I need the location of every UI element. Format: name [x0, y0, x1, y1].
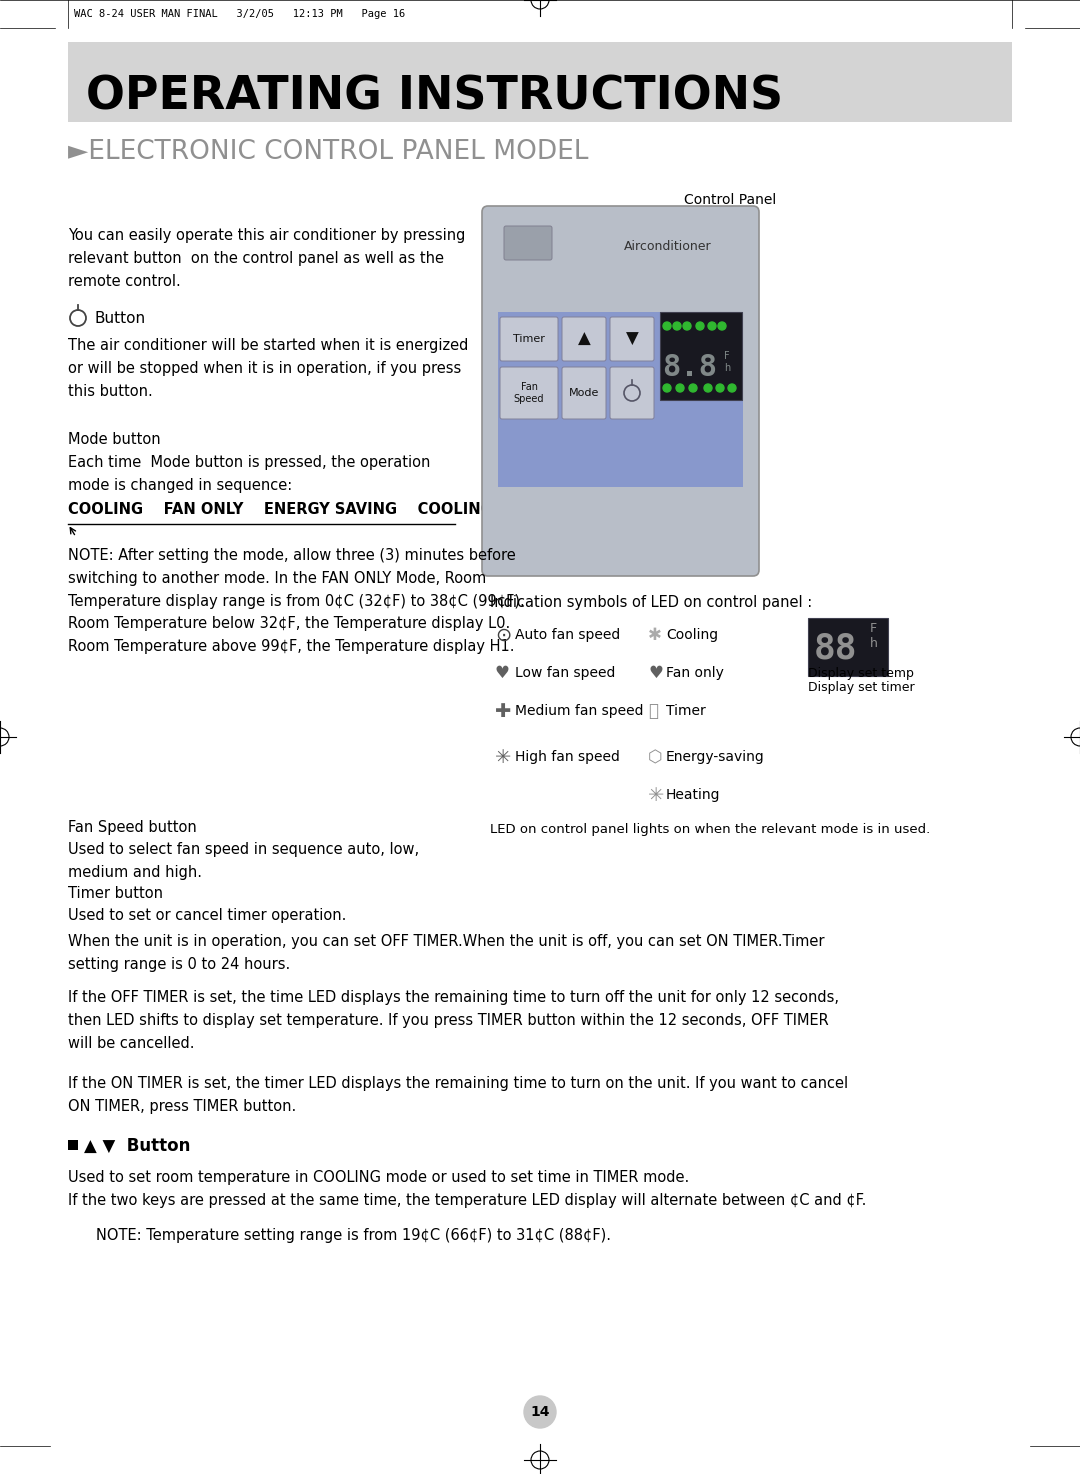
Text: If the OFF TIMER is set, the time LED displays the remaining time to turn off th: If the OFF TIMER is set, the time LED di…: [68, 991, 839, 1051]
Circle shape: [676, 385, 684, 392]
FancyBboxPatch shape: [610, 317, 654, 361]
FancyBboxPatch shape: [68, 41, 1012, 122]
Text: Indication symbols of LED on control panel :: Indication symbols of LED on control pan…: [490, 595, 812, 610]
Text: ⊙: ⊙: [495, 625, 511, 644]
Text: OPERATING INSTRUCTIONS: OPERATING INSTRUCTIONS: [86, 75, 783, 119]
Text: ✳: ✳: [648, 786, 664, 805]
Text: h: h: [870, 637, 878, 650]
Text: ♥: ♥: [495, 663, 510, 682]
FancyBboxPatch shape: [562, 317, 606, 361]
FancyBboxPatch shape: [562, 367, 606, 419]
Text: NOTE: After setting the mode, allow three (3) minutes before
switching to anothe: NOTE: After setting the mode, allow thre…: [68, 548, 525, 654]
FancyBboxPatch shape: [498, 312, 743, 486]
Circle shape: [708, 321, 716, 330]
Text: F: F: [724, 351, 730, 361]
Text: Mode: Mode: [569, 388, 599, 398]
Text: LED on control panel lights on when the relevant mode is in used.: LED on control panel lights on when the …: [490, 822, 930, 836]
Text: COOLING    FAN ONLY    ENERGY SAVING    COOLING: COOLING FAN ONLY ENERGY SAVING COOLING: [68, 503, 492, 517]
Circle shape: [683, 321, 691, 330]
Circle shape: [689, 385, 697, 392]
Text: Heating: Heating: [666, 789, 720, 802]
Text: Used to set room temperature in COOLING mode or used to set time in TIMER mode.
: Used to set room temperature in COOLING …: [68, 1170, 866, 1207]
Text: NOTE: Temperature setting range is from 19¢C (66¢F) to 31¢C (88¢F).: NOTE: Temperature setting range is from …: [96, 1228, 611, 1243]
FancyBboxPatch shape: [500, 367, 558, 419]
Text: ⬡: ⬡: [648, 747, 662, 766]
Polygon shape: [68, 1139, 78, 1150]
Text: Fan only: Fan only: [666, 666, 724, 680]
Text: Fan
Speed: Fan Speed: [514, 382, 544, 404]
Text: WAC 8-24 USER MAN FINAL   3/2/05   12:13 PM   Page 16: WAC 8-24 USER MAN FINAL 3/2/05 12:13 PM …: [75, 9, 405, 19]
Text: Auto fan speed: Auto fan speed: [515, 628, 620, 643]
Circle shape: [696, 321, 704, 330]
Text: ✚: ✚: [495, 702, 511, 721]
Circle shape: [663, 321, 671, 330]
Text: If the ON TIMER is set, the timer LED displays the remaining time to turn on the: If the ON TIMER is set, the timer LED di…: [68, 1076, 848, 1114]
Text: Cooling: Cooling: [666, 628, 718, 643]
Text: 14: 14: [530, 1405, 550, 1419]
Text: F: F: [870, 622, 877, 634]
Text: Used to set or cancel timer operation.: Used to set or cancel timer operation.: [68, 908, 347, 923]
Text: Airconditioner: Airconditioner: [624, 239, 712, 252]
Text: ⧉: ⧉: [648, 702, 658, 719]
Text: 8.8: 8.8: [662, 352, 717, 382]
Text: Display set temp: Display set temp: [808, 668, 914, 680]
Text: The air conditioner will be started when it is energized
or will be stopped when: The air conditioner will be started when…: [68, 338, 469, 398]
Text: ♥: ♥: [648, 663, 663, 682]
Text: Timer: Timer: [513, 335, 545, 343]
Text: ►ELECTRONIC CONTROL PANEL MODEL: ►ELECTRONIC CONTROL PANEL MODEL: [68, 139, 589, 165]
Text: ✳: ✳: [495, 747, 511, 766]
Circle shape: [716, 385, 724, 392]
Circle shape: [663, 385, 671, 392]
FancyBboxPatch shape: [504, 226, 552, 259]
Text: When the unit is in operation, you can set OFF TIMER.When the unit is off, you c: When the unit is in operation, you can s…: [68, 935, 824, 971]
Text: Used to select fan speed in sequence auto, low,
medium and high.: Used to select fan speed in sequence aut…: [68, 842, 419, 880]
Text: Timer button: Timer button: [68, 886, 163, 901]
Text: Fan Speed button: Fan Speed button: [68, 820, 197, 834]
Text: ▲ ▼  Button: ▲ ▼ Button: [84, 1136, 190, 1156]
Circle shape: [524, 1396, 556, 1428]
Text: ▲: ▲: [578, 330, 591, 348]
Text: Medium fan speed: Medium fan speed: [515, 705, 644, 718]
Text: Low fan speed: Low fan speed: [515, 666, 616, 680]
Text: Each time  Mode button is pressed, the operation
mode is changed in sequence:: Each time Mode button is pressed, the op…: [68, 455, 430, 492]
Text: Button: Button: [94, 311, 145, 326]
FancyBboxPatch shape: [808, 618, 888, 677]
Circle shape: [673, 321, 681, 330]
Text: Energy-saving: Energy-saving: [666, 750, 765, 764]
Text: Display set timer: Display set timer: [808, 681, 915, 694]
Text: 88: 88: [814, 631, 858, 665]
FancyBboxPatch shape: [660, 312, 742, 399]
Circle shape: [728, 385, 735, 392]
FancyBboxPatch shape: [500, 317, 558, 361]
Text: Mode button: Mode button: [68, 432, 161, 447]
Text: Control Panel: Control Panel: [684, 193, 777, 206]
Circle shape: [718, 321, 726, 330]
Text: You can easily operate this air conditioner by pressing
relevant button  on the : You can easily operate this air conditio…: [68, 228, 465, 289]
FancyBboxPatch shape: [610, 367, 654, 419]
Text: Timer: Timer: [666, 705, 705, 718]
Text: ✱: ✱: [648, 626, 662, 644]
Circle shape: [704, 385, 712, 392]
Text: h: h: [724, 363, 730, 373]
FancyBboxPatch shape: [482, 206, 759, 576]
Text: High fan speed: High fan speed: [515, 750, 620, 764]
Text: ▼: ▼: [625, 330, 638, 348]
